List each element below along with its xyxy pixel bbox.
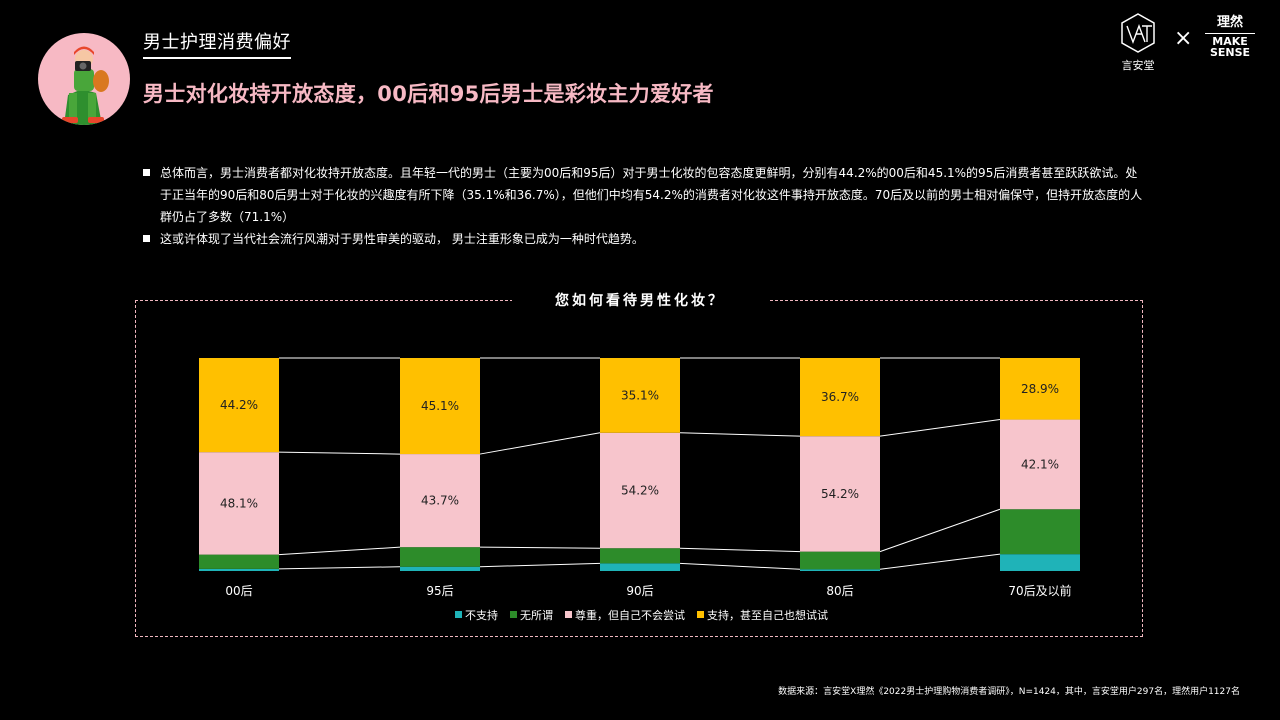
x-tick-label: 70后及以前 — [1008, 583, 1071, 598]
logo-times-sign: × — [1174, 26, 1193, 51]
makesense-logo-cn: 理然 — [1216, 15, 1243, 30]
legend-swatch — [455, 611, 462, 618]
bar-segment — [1000, 509, 1080, 555]
data-label: 42.1% — [1021, 457, 1059, 471]
data-label: 48.1% — [220, 496, 258, 510]
series-connector-line — [479, 562, 601, 568]
legend-entry: 无所谓 — [520, 609, 553, 622]
series-connector-line — [479, 546, 601, 549]
bar-segment — [199, 568, 279, 571]
data-label: 35.1% — [621, 388, 659, 402]
data-label: 43.7% — [421, 494, 459, 508]
series-connector-line — [479, 432, 601, 455]
bar-segment — [800, 551, 880, 570]
summary-bullet-1: 总体而言，男士消费者都对化妆持开放态度。且年轻一代的男士（主要为00后和95后）… — [143, 162, 1143, 228]
legend-swatch — [697, 611, 704, 618]
summary-bullets: 总体而言，男士消费者都对化妆持开放态度。且年轻一代的男士（主要为00后和95后）… — [143, 162, 1143, 250]
bar-segment — [400, 566, 480, 571]
legend-entry: 尊重，但自己不会尝试 — [575, 608, 685, 622]
series-connector-line — [879, 419, 1001, 437]
data-source-note: 数据来源：言安堂X理然《2022男士护理购物消费者调研》，N=1424，其中，言… — [778, 687, 1240, 697]
bar-segment — [400, 358, 480, 455]
makesense-logo: 理然 MAKE SENSE — [1203, 16, 1257, 58]
data-label: 44.2% — [220, 398, 258, 412]
x-tick-label: 95后 — [426, 584, 453, 598]
section-title: 男士护理消费偏好 — [143, 32, 291, 53]
series-connector-line — [679, 562, 801, 570]
makesense-logo-en-1: MAKE — [1212, 35, 1248, 48]
avatar — [38, 33, 130, 125]
series-connector-line — [679, 432, 801, 437]
makesense-logo-en-2: SENSE — [1209, 46, 1251, 59]
summary-bullet-2: 这或许体现了当代社会流行风潮对于男性审美的驱动， 男士注重形象已成为一种时代趋势… — [143, 228, 1143, 250]
cameraman-illustration-icon — [62, 46, 109, 125]
bar-segment — [199, 554, 279, 569]
legend-entry: 支持，甚至自己也想试试 — [707, 608, 828, 622]
bar-segment — [600, 432, 680, 549]
page-headline: 男士对化妆持开放态度，00后和95后男士是彩妆主力爱好者 — [143, 82, 714, 106]
bar-segment — [600, 358, 680, 433]
data-label: 36.7% — [821, 390, 859, 404]
legend-swatch — [510, 611, 517, 618]
series-connector-line — [679, 547, 801, 553]
data-label: 45.1% — [421, 399, 459, 413]
data-label: 54.2% — [821, 487, 859, 501]
legend-entry: 不支持 — [465, 608, 498, 622]
data-label: 28.9% — [1021, 382, 1059, 396]
yananthall-logo-text: 言安堂 — [1121, 59, 1155, 72]
bar-segment — [400, 454, 480, 548]
bar-segment — [1000, 554, 1080, 571]
bar-segment — [800, 436, 880, 552]
bar-segment — [600, 563, 680, 571]
bar-segment — [600, 548, 680, 564]
data-label: 54.2% — [621, 483, 659, 497]
chart-title: 您如何看待男性化妆？ — [512, 290, 768, 312]
makesense-logo-rule — [1205, 33, 1255, 34]
x-tick-label: 00后 — [225, 584, 252, 598]
section-title-underline — [143, 57, 291, 59]
yananthall-logo-icon — [1121, 13, 1155, 53]
bar-segment — [400, 547, 480, 567]
x-tick-label: 90后 — [626, 584, 653, 598]
series-connector-line — [278, 566, 401, 570]
bar-segment — [1000, 358, 1080, 420]
bar-segment — [800, 358, 880, 437]
bar-segment — [199, 452, 279, 555]
series-connector-line — [879, 508, 1001, 553]
bar-segment — [1000, 419, 1080, 510]
x-tick-label: 80后 — [826, 584, 853, 598]
series-connector-line — [278, 451, 401, 455]
series-connector-line — [278, 546, 401, 556]
series-connector-line — [879, 553, 1001, 570]
bar-segment — [199, 358, 279, 453]
legend-swatch — [565, 611, 572, 618]
bar-segment — [800, 569, 880, 571]
